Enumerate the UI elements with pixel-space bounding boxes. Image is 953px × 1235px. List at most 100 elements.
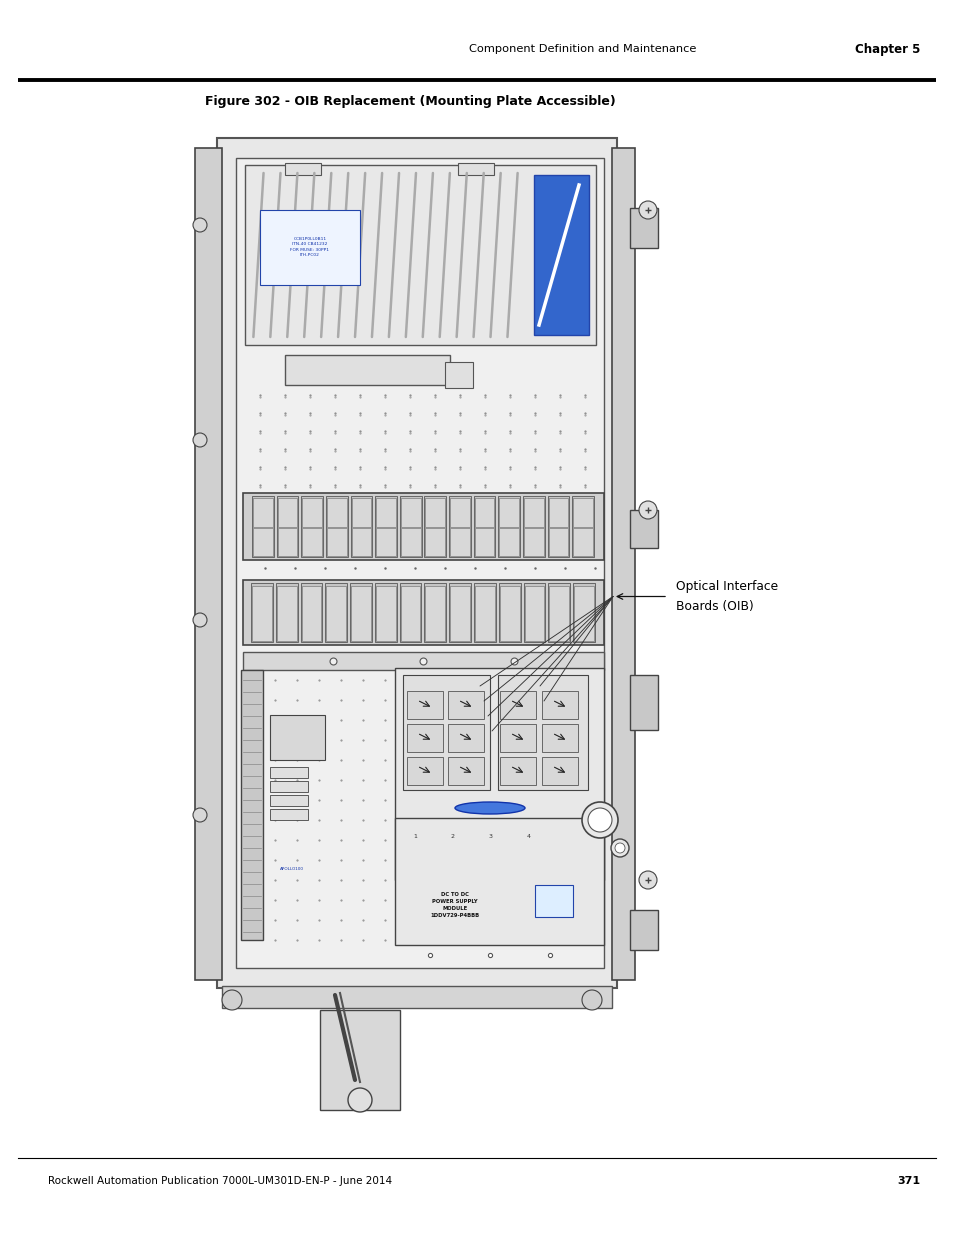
Circle shape <box>193 219 207 232</box>
Text: Component Definition and Maintenance: Component Definition and Maintenance <box>469 44 696 54</box>
Bar <box>629 676 658 730</box>
Bar <box>375 496 396 557</box>
Circle shape <box>581 990 601 1010</box>
Text: Rockwell Automation Publication 7000L-UM301D-EN-P - June 2014: Rockwell Automation Publication 7000L-UM… <box>48 1177 392 1187</box>
Bar <box>253 527 273 556</box>
Text: APOLLO100: APOLLO100 <box>280 867 304 871</box>
Bar <box>241 671 263 940</box>
Bar <box>350 583 372 642</box>
Text: Chapter 5: Chapter 5 <box>854 43 920 56</box>
Text: Boards (OIB): Boards (OIB) <box>676 600 753 613</box>
Bar <box>448 692 483 719</box>
Bar <box>499 757 536 785</box>
Bar <box>475 585 495 641</box>
Circle shape <box>193 433 207 447</box>
Bar <box>375 585 395 641</box>
Text: Optical Interface: Optical Interface <box>676 580 778 593</box>
Text: 2: 2 <box>451 834 455 839</box>
Bar <box>252 585 272 641</box>
Bar <box>400 585 420 641</box>
Bar <box>276 585 296 641</box>
Bar <box>448 757 483 785</box>
Bar <box>399 496 421 557</box>
Bar <box>444 362 473 388</box>
Bar <box>285 163 320 175</box>
Circle shape <box>581 802 618 839</box>
Bar <box>277 498 297 526</box>
Bar <box>457 163 494 175</box>
Bar <box>243 493 603 559</box>
Bar <box>277 527 297 556</box>
Bar <box>548 498 568 526</box>
Circle shape <box>222 990 242 1010</box>
Bar <box>326 585 346 641</box>
Bar <box>549 585 569 641</box>
Bar <box>270 767 308 778</box>
Bar <box>270 715 325 760</box>
Circle shape <box>639 201 657 219</box>
Bar <box>629 510 658 548</box>
Bar <box>499 692 536 719</box>
Bar <box>474 583 496 642</box>
Bar <box>276 496 298 557</box>
Bar <box>375 498 395 526</box>
Bar <box>524 585 544 641</box>
Bar <box>325 583 347 642</box>
Bar <box>251 583 273 642</box>
Text: Figure 302 - OIB Replacement (Mounting Plate Accessible): Figure 302 - OIB Replacement (Mounting P… <box>205 95 615 107</box>
Bar <box>541 724 578 752</box>
Circle shape <box>193 808 207 823</box>
Bar <box>425 585 445 641</box>
Bar <box>260 210 359 285</box>
Bar <box>425 527 445 556</box>
Bar <box>300 583 322 642</box>
Bar <box>326 496 347 557</box>
Bar <box>548 527 568 556</box>
Bar <box>222 986 612 1008</box>
Bar <box>235 158 603 968</box>
Circle shape <box>615 844 624 853</box>
Bar <box>612 148 635 981</box>
Bar <box>497 496 519 557</box>
Bar <box>270 781 308 792</box>
Bar <box>534 175 588 335</box>
Bar <box>327 527 346 556</box>
Bar <box>351 585 371 641</box>
Bar <box>629 910 658 950</box>
Bar <box>573 527 593 556</box>
Bar <box>523 527 543 556</box>
Bar <box>449 583 471 642</box>
Text: 3: 3 <box>489 834 493 839</box>
Bar <box>424 496 446 557</box>
Bar <box>522 496 544 557</box>
Bar <box>535 885 573 918</box>
Bar <box>407 692 442 719</box>
Ellipse shape <box>455 802 524 814</box>
Text: 1: 1 <box>413 834 416 839</box>
Bar <box>402 676 490 790</box>
Bar <box>450 527 469 556</box>
Bar <box>302 527 321 556</box>
Bar <box>216 138 617 988</box>
Circle shape <box>587 808 612 832</box>
Bar <box>399 583 421 642</box>
Bar <box>450 498 469 526</box>
Bar <box>425 498 445 526</box>
Bar <box>499 585 519 641</box>
Bar <box>395 668 603 881</box>
Bar <box>407 757 442 785</box>
Bar <box>243 580 603 645</box>
Bar <box>252 496 274 557</box>
Bar <box>449 496 470 557</box>
Bar <box>352 527 371 556</box>
Bar <box>424 583 446 642</box>
Circle shape <box>639 501 657 519</box>
Circle shape <box>610 839 628 857</box>
Bar <box>194 148 222 981</box>
Bar <box>245 165 596 345</box>
Bar <box>350 496 372 557</box>
Bar <box>629 207 658 248</box>
Text: 4: 4 <box>526 834 531 839</box>
Circle shape <box>639 871 657 889</box>
Bar <box>327 498 346 526</box>
